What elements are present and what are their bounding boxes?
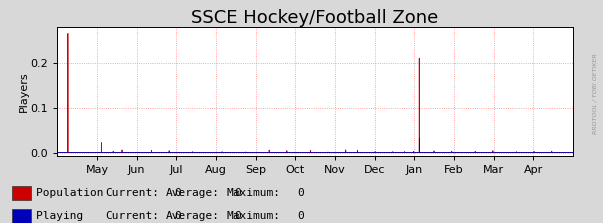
Text: Playing: Playing bbox=[36, 211, 117, 221]
Text: Current:: Current: bbox=[106, 188, 160, 198]
Text: 0: 0 bbox=[208, 211, 242, 221]
Text: 0: 0 bbox=[208, 188, 242, 198]
Text: Average:: Average: bbox=[166, 188, 220, 198]
Text: 0: 0 bbox=[271, 211, 305, 221]
Text: RRDTOOL / TOBI OETIKER: RRDTOOL / TOBI OETIKER bbox=[593, 53, 598, 134]
Text: Average:: Average: bbox=[166, 211, 220, 221]
Title: SSCE Hockey/Football Zone: SSCE Hockey/Football Zone bbox=[191, 9, 439, 27]
Text: Current:: Current: bbox=[106, 211, 160, 221]
Text: Maximum:: Maximum: bbox=[226, 211, 280, 221]
Text: Population: Population bbox=[36, 188, 117, 198]
Text: 0: 0 bbox=[148, 188, 182, 198]
Y-axis label: Players: Players bbox=[19, 71, 29, 112]
Text: Maximum:: Maximum: bbox=[226, 188, 280, 198]
Text: 0: 0 bbox=[271, 188, 305, 198]
Text: 0: 0 bbox=[148, 211, 182, 221]
